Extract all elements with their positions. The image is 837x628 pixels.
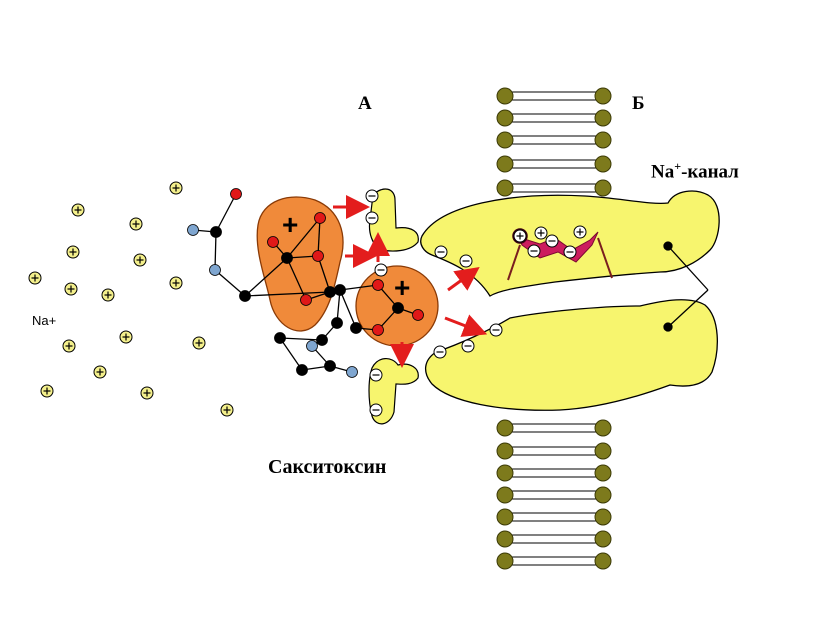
channel-anchor-lower: [663, 322, 673, 332]
toxin-charge-plus-1: +: [282, 209, 298, 240]
gate-leg-left: [507, 244, 521, 281]
toxin-bond: [317, 255, 331, 293]
membrane-head: [594, 486, 612, 504]
toxin-atom: [392, 302, 404, 314]
membrane-head: [496, 87, 514, 105]
membrane-head: [496, 109, 514, 127]
membrane-head: [496, 419, 514, 437]
toxin-bond: [215, 193, 237, 233]
membrane-head: [594, 464, 612, 482]
membrane-head: [496, 464, 514, 482]
membrane-head: [496, 179, 514, 197]
toxin-bond: [214, 231, 217, 271]
sodium-ions: [28, 181, 234, 417]
toxin-atom: [306, 340, 318, 352]
membrane-lipid-tails: [512, 91, 596, 566]
toxin-atoms: [187, 188, 424, 378]
membrane-head: [496, 486, 514, 504]
toxin-bond: [279, 337, 323, 341]
toxin-atom: [331, 317, 343, 329]
membrane-head: [594, 87, 612, 105]
label-na-ions: Na+: [32, 313, 57, 328]
membrane-lipid-heads: [496, 87, 612, 570]
label-na-channel-prefix: Na: [651, 161, 675, 183]
toxin-atom: [334, 284, 346, 296]
toxin-atom: [296, 364, 308, 376]
membrane-head: [594, 508, 612, 526]
label-na-channel-suffix: -канал: [681, 161, 739, 183]
toxin-atom: [267, 236, 279, 248]
toxin-bond: [339, 289, 357, 329]
interaction-arrows: [333, 195, 488, 368]
membrane-head: [496, 442, 514, 460]
membrane-head: [594, 419, 612, 437]
sodium-channel-protein: [420, 190, 720, 411]
membrane-head: [594, 552, 612, 570]
membrane-head: [594, 155, 612, 173]
toxin-atom: [230, 188, 242, 200]
toxin-guanidinium-1: [256, 196, 344, 332]
channel-link-upper: [667, 245, 709, 291]
toxin-atom: [209, 264, 221, 276]
toxin-atom: [187, 224, 199, 236]
charge-symbols: [365, 189, 587, 417]
membrane-head: [496, 508, 514, 526]
membrane-head: [594, 131, 612, 149]
toxin-charge-plus-2: +: [394, 272, 410, 303]
label-saxitoxin: Сакситоксин: [268, 456, 387, 478]
toxin-atom: [324, 286, 336, 298]
toxin-atom: [239, 290, 251, 302]
toxin-atom: [281, 252, 293, 264]
toxin-bond: [317, 217, 321, 257]
membrane-head: [496, 552, 514, 570]
toxin-atom: [412, 309, 424, 321]
membrane-head: [496, 530, 514, 548]
membrane-head: [594, 179, 612, 197]
channel-lower-subunit: [425, 299, 718, 411]
toxin-atom: [372, 279, 384, 291]
membrane-head: [594, 109, 612, 127]
arrow-5: [447, 266, 480, 292]
channel-link-lower: [667, 289, 709, 328]
saxitoxin-molecule: + +: [187, 188, 439, 378]
toxin-atom: [312, 250, 324, 262]
membrane-head: [496, 155, 514, 173]
gate-leg-right: [597, 237, 613, 279]
toxin-atom: [210, 226, 222, 238]
toxin-bond: [339, 284, 379, 291]
channel-upper-subunit: [420, 190, 720, 297]
toxin-atom: [346, 366, 358, 378]
arrow-6: [444, 314, 488, 337]
toxin-atom: [300, 294, 312, 306]
toxin-bond: [279, 337, 303, 371]
toxin-atom: [274, 332, 286, 344]
label-na-channel-sup: +: [674, 159, 682, 173]
toxin-atom: [316, 334, 328, 346]
toxin-atom: [350, 322, 362, 334]
toxin-atom: [314, 212, 326, 224]
toxin-atom: [372, 324, 384, 336]
toxin-bond: [244, 257, 288, 297]
membrane-head: [594, 530, 612, 548]
toxin-bond: [244, 291, 331, 297]
toxin-bond: [286, 217, 321, 259]
label-na-channel: Na+-канал: [651, 159, 739, 183]
label-a: А: [358, 93, 372, 114]
label-b: Б: [632, 93, 645, 114]
toxin-bond: [214, 269, 246, 297]
membrane-head: [496, 131, 514, 149]
channel-anchor-upper: [663, 241, 673, 251]
membrane-head: [594, 442, 612, 460]
toxin-atom: [324, 360, 336, 372]
